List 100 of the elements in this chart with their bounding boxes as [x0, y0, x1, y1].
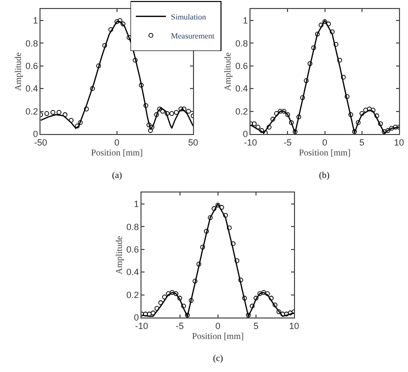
- x-tick-label: 0: [215, 321, 220, 332]
- point: [272, 302, 278, 308]
- x-tick-label: 10: [394, 138, 404, 148]
- point: [160, 108, 166, 114]
- y-tick-label: 0.4: [25, 84, 38, 94]
- point: [363, 108, 368, 113]
- x-axis-title: Position [mm]: [91, 148, 143, 158]
- point: [304, 78, 309, 84]
- point: [334, 42, 338, 47]
- point: [146, 312, 152, 316]
- x-axis-title: Position [mm]: [298, 148, 351, 158]
- y-tick-label: 0.4: [235, 84, 248, 94]
- x-axis-title: Position [mm]: [192, 331, 244, 342]
- point: [166, 291, 171, 296]
- point: [154, 306, 160, 311]
- y-axis-title: Amplitude: [114, 236, 124, 274]
- text: (a): [112, 170, 122, 180]
- y-tick-label: 0: [134, 312, 139, 323]
- point: [366, 106, 372, 112]
- y-tick-label: 0.2: [235, 106, 248, 116]
- x-tick-label: 5: [253, 321, 258, 332]
- point: [296, 114, 302, 120]
- point: [196, 262, 202, 267]
- text: (b): [319, 170, 330, 180]
- point: [226, 225, 232, 230]
- point: [360, 111, 364, 116]
- point: [219, 205, 224, 210]
- x-tick-label: 5: [359, 138, 364, 148]
- y-tick-label: 0.6: [126, 244, 139, 255]
- y-tick-label: 0.2: [25, 106, 38, 116]
- point: [192, 278, 198, 284]
- point: [282, 108, 286, 114]
- point: [256, 124, 260, 130]
- point: [374, 113, 380, 118]
- point: [257, 291, 262, 296]
- point: [174, 291, 178, 296]
- point: [389, 126, 394, 131]
- point: [174, 110, 179, 115]
- point: [340, 74, 346, 80]
- point: [56, 110, 62, 115]
- x-tick-label: -10: [244, 138, 258, 148]
- x-tick-label: 0: [114, 138, 120, 148]
- point: [250, 304, 255, 309]
- point: [344, 94, 350, 99]
- point: [84, 106, 89, 112]
- point: [378, 121, 383, 126]
- point: [164, 111, 170, 116]
- point: [68, 118, 74, 123]
- line-series: [250, 19, 400, 134]
- point: [177, 296, 182, 301]
- point: [96, 63, 101, 68]
- point: [261, 290, 266, 295]
- point: [318, 22, 324, 28]
- y-tick-label: 1: [134, 199, 139, 210]
- point: [157, 106, 162, 112]
- point: [200, 244, 206, 250]
- text: (c): [213, 353, 223, 363]
- x-tick-label: -5: [284, 138, 292, 148]
- y-tick-label: 1: [242, 16, 248, 26]
- point: [74, 124, 80, 128]
- point: [114, 19, 120, 24]
- point: [284, 312, 289, 316]
- point: [322, 19, 328, 24]
- point: [252, 121, 257, 126]
- point: [280, 312, 286, 316]
- point: [314, 32, 320, 37]
- point: [278, 108, 283, 114]
- y-tick-label: 0.2: [126, 290, 139, 300]
- point: [143, 103, 148, 108]
- x-tick-label: -10: [135, 321, 148, 332]
- point: [274, 111, 279, 116]
- point: [326, 22, 331, 26]
- y-tick-label: 1: [32, 16, 38, 26]
- y-tick-label: 0.8: [235, 38, 248, 48]
- point: [356, 120, 361, 126]
- point: [50, 110, 56, 115]
- point: [337, 58, 342, 63]
- point: [259, 128, 264, 133]
- point: [186, 108, 191, 114]
- y-tick-label: 0.6: [235, 61, 248, 72]
- point: [268, 296, 274, 301]
- point: [146, 122, 152, 128]
- point: [150, 124, 154, 130]
- point: [215, 202, 220, 208]
- point: [184, 312, 190, 318]
- point: [238, 278, 244, 282]
- point: [78, 120, 83, 126]
- point: [254, 296, 258, 301]
- point: [154, 112, 159, 118]
- point: [102, 43, 108, 48]
- y-tick-label: 0.8: [25, 38, 38, 48]
- y-tick-label: 0: [32, 129, 38, 140]
- y-axis-title: Amplitude: [12, 52, 23, 91]
- point: [292, 129, 298, 134]
- x-tick-label: 10: [289, 321, 300, 332]
- point: [386, 128, 390, 133]
- point: [143, 312, 148, 316]
- y-tick-label: 0.6: [25, 61, 38, 72]
- line-series: [142, 203, 294, 317]
- point: [204, 228, 209, 234]
